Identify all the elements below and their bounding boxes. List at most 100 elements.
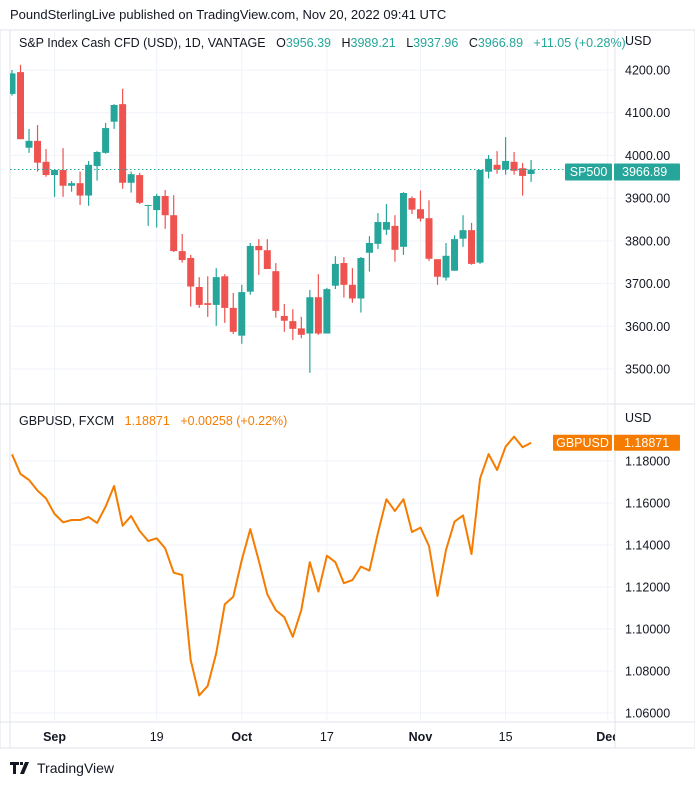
logo-text: TradingView xyxy=(37,760,115,776)
candle-body xyxy=(238,292,246,336)
candle-body xyxy=(195,286,203,305)
candle-body xyxy=(280,316,288,321)
sp500-title: S&P Index Cash CFD (USD), 1D, VANTAGE xyxy=(19,36,266,50)
candle xyxy=(204,276,212,317)
candle xyxy=(391,215,399,262)
candle-body xyxy=(136,175,144,203)
candle xyxy=(246,242,254,295)
x-tick-label: Nov xyxy=(409,730,433,744)
x-tick-label: Sep xyxy=(43,730,66,744)
candle xyxy=(280,304,288,332)
candle-body xyxy=(408,198,416,210)
high-label: H xyxy=(341,36,351,50)
sp500-y-tick: 3500.00 xyxy=(625,362,670,376)
candle-body xyxy=(93,151,101,167)
candle xyxy=(323,287,331,334)
gbpusd-symbol-tag-text: GBPUSD xyxy=(556,436,609,450)
candle-body xyxy=(42,161,50,176)
candle xyxy=(59,148,67,197)
candle-body xyxy=(425,218,433,259)
sp500-y-tick: 3900.00 xyxy=(625,192,670,206)
candle-body xyxy=(153,195,161,211)
candle-body xyxy=(348,284,356,299)
low-value: 3937.96 xyxy=(413,36,459,50)
candle-body xyxy=(416,209,424,219)
candle-body xyxy=(127,174,135,183)
candle-body xyxy=(161,195,169,216)
candle xyxy=(297,316,305,339)
gbpusd-title: GBPUSD, FXCM xyxy=(19,414,115,428)
candle xyxy=(119,88,127,189)
gbpusd-legend: GBPUSD, FXCM 1.18871 +0.00258 (+0.22%) xyxy=(19,414,287,429)
candle-body xyxy=(519,168,527,176)
candle xyxy=(195,277,203,308)
gbpusd-y-tick: 1.16000 xyxy=(625,497,670,511)
candle xyxy=(272,263,280,318)
candle xyxy=(365,236,373,272)
candle xyxy=(102,122,110,154)
candle-body xyxy=(323,289,331,334)
candle xyxy=(187,254,195,307)
candle-body xyxy=(110,105,118,122)
candle xyxy=(399,192,407,255)
candle xyxy=(93,151,101,181)
candle xyxy=(374,213,382,249)
sp500-currency: USD xyxy=(625,34,652,48)
sp500-price-tag-text: 3966.89 xyxy=(622,165,667,179)
candle-body xyxy=(187,257,195,287)
candle xyxy=(255,239,263,276)
candle xyxy=(136,172,144,205)
gbpusd-price-tag xyxy=(614,434,680,451)
candle-body xyxy=(272,271,280,311)
candle-body xyxy=(246,245,254,292)
candle-body xyxy=(85,164,93,196)
gbpusd-y-tick: 1.14000 xyxy=(625,539,670,553)
candle xyxy=(10,69,16,96)
candle xyxy=(51,169,59,197)
candle xyxy=(34,125,42,172)
candle-body xyxy=(34,140,42,163)
candle xyxy=(153,193,161,228)
candle xyxy=(161,190,169,229)
candle xyxy=(331,256,339,290)
candle xyxy=(17,64,25,140)
candle-body xyxy=(451,239,459,271)
tradingview-logo[interactable]: TradingView xyxy=(10,760,114,776)
attribution: PoundSterlingLive published on TradingVi… xyxy=(10,7,447,22)
candle-body xyxy=(331,263,339,286)
candle-body xyxy=(314,297,322,334)
candle-body xyxy=(391,225,399,250)
candles xyxy=(10,64,535,373)
low-label: L xyxy=(406,36,414,50)
sp500-y-tick: 4000.00 xyxy=(625,149,670,163)
candle xyxy=(76,171,84,205)
sp500-legend: S&P Index Cash CFD (USD), 1D, VANTAGE O3… xyxy=(19,36,626,51)
candle xyxy=(348,268,356,303)
candle xyxy=(127,171,135,193)
candle xyxy=(485,154,493,179)
candle xyxy=(238,284,246,344)
candle-body xyxy=(485,158,493,172)
candle-body xyxy=(527,169,535,175)
candle xyxy=(502,137,510,175)
candle xyxy=(229,292,237,334)
candle xyxy=(306,289,314,373)
candle xyxy=(340,257,348,298)
open-value: 3956.39 xyxy=(285,36,332,50)
candle-body xyxy=(434,259,441,277)
sp500-y-tick: 3800.00 xyxy=(625,234,670,248)
sp500-symbol-tag-text: SP500 xyxy=(570,165,608,179)
candle-body xyxy=(102,128,110,153)
sp500-y-tick: 4100.00 xyxy=(625,106,670,120)
candle-body xyxy=(229,307,237,332)
candle-body xyxy=(493,164,501,170)
candle xyxy=(493,151,501,174)
candle-body xyxy=(178,251,186,261)
x-tick-label: 17 xyxy=(320,730,334,744)
candle-body xyxy=(59,169,67,186)
gbpusd-price-tag-text: 1.18871 xyxy=(624,436,669,450)
candle-body xyxy=(365,242,373,253)
candle-body xyxy=(476,169,484,263)
candle xyxy=(459,215,467,247)
